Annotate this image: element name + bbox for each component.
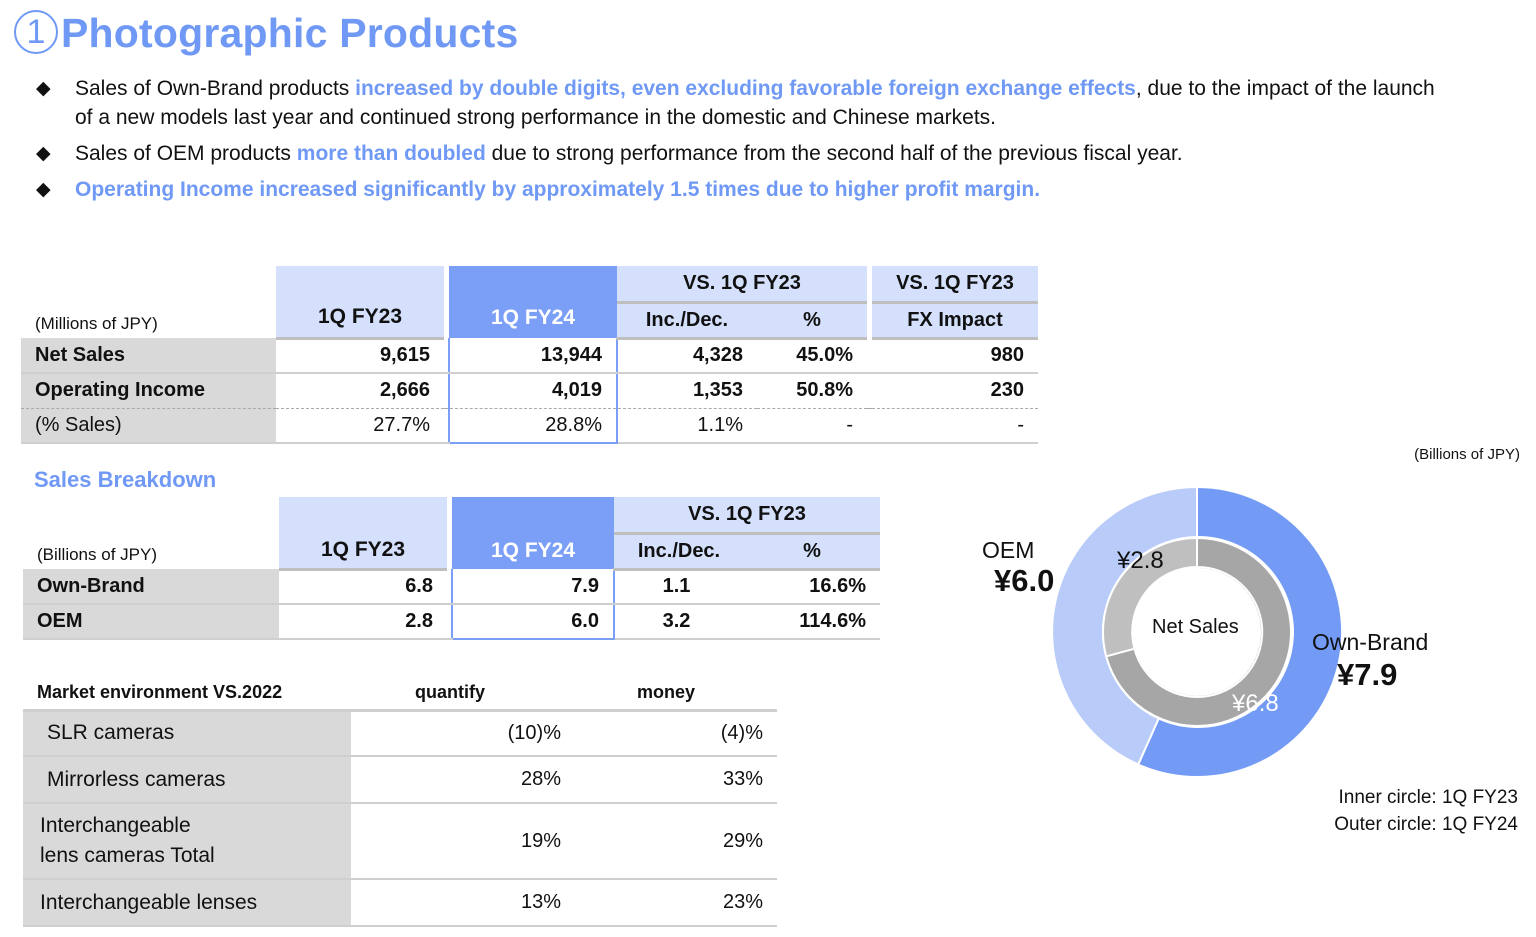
unit-label: (Billions of JPY) (37, 545, 157, 564)
inner-own-brand-value: ¥6.8 (1232, 690, 1279, 717)
inner-oem-value: ¥2.8 (1117, 547, 1164, 574)
own-brand-value: ¥7.9 (1337, 657, 1398, 692)
page-title: 1 Photographic Products (14, 10, 519, 57)
sales-breakdown-title: Sales Breakdown (34, 467, 217, 492)
donut-center-label: Net Sales (1152, 616, 1239, 638)
inner-oem-ring (1102, 536, 1198, 658)
col-header-money: money (563, 676, 777, 712)
net-sales-donut-chart (1052, 487, 1342, 777)
col-header-quantify: quantify (351, 676, 563, 712)
outer-own-brand-segment (1136, 487, 1342, 777)
table-row: Interchangeable lenses 13% 23% (23, 879, 777, 927)
col-header-pct: % (757, 302, 867, 340)
bullet-oem: ◆ Sales of OEM products more than doubled… (36, 139, 1436, 168)
col-header-fy24: 1Q FY24 (449, 266, 617, 338)
circled-number-badge: 1 (14, 10, 58, 54)
table-row: SLR cameras (10)% (4)% (23, 710, 777, 757)
chart-legend: Inner circle: 1Q FY23 Outer circle: 1Q F… (1334, 784, 1518, 838)
sales-breakdown-table: (Billions of JPY) 1Q FY23 1Q FY24 VS. 1Q… (23, 497, 880, 640)
table-row: (% Sales) 27.7% 28.8% 1.1% - - (21, 408, 1038, 444)
market-environment-table: Market environment VS.2022 quantify mone… (23, 676, 777, 927)
page-title-text: Photographic Products (61, 10, 519, 56)
row-label: OEM (23, 604, 279, 640)
table-row: Operating Income 2,666 4,019 1,353 50.8%… (21, 373, 1038, 409)
col-header-fy24: 1Q FY24 (452, 497, 614, 569)
group-header-vs: VS. 1Q FY23 (614, 497, 880, 535)
oem-value: ¥6.0 (994, 563, 1055, 598)
results-table: (Millions of JPY) 1Q FY23 1Q FY24 VS. 1Q… (21, 266, 1038, 444)
diamond-bullet-icon: ◆ (36, 143, 51, 164)
own-brand-label: Own-Brand (1312, 629, 1429, 655)
row-label: Net Sales (21, 338, 276, 374)
inner-own-brand-ring (1104, 536, 1292, 727)
group-header-fx: VS. 1Q FY23 (872, 266, 1038, 304)
bullet-own-brand: ◆ Sales of Own-Brand products increased b… (36, 74, 1436, 132)
summary-bullets: ◆ Sales of Own-Brand products increased b… (36, 74, 1436, 211)
bullet-operating-income: ◆ Operating Income increased significantl… (36, 175, 1436, 204)
col-header-pct: % (744, 533, 880, 571)
table-row: Mirrorless cameras 28% 33% (23, 756, 777, 804)
table-row: Own-Brand 6.8 7.9 1.1 16.6% (23, 569, 880, 605)
legend-inner-circle: Inner circle: 1Q FY23 (1338, 787, 1518, 808)
col-header-fy23: 1Q FY23 (276, 266, 444, 340)
market-header-label: Market environment VS.2022 (23, 676, 351, 712)
diamond-bullet-icon: ◆ (36, 78, 51, 99)
row-label: (% Sales) (21, 408, 276, 444)
legend-outer-circle: Outer circle: 1Q FY24 (1334, 814, 1518, 835)
row-label: Interchangeable lenses (23, 879, 351, 927)
row-label: Interchangeable lens cameras Total (23, 803, 351, 880)
row-label: SLR cameras (23, 710, 351, 757)
diamond-bullet-icon: ◆ (36, 179, 51, 200)
row-label: Mirrorless cameras (23, 756, 351, 804)
col-header-fx: FX Impact (872, 302, 1038, 340)
chart-unit-label: (Billions of JPY) (1414, 446, 1520, 463)
table-row: Net Sales 9,615 13,944 4,328 45.0% 980 (21, 338, 1038, 374)
table-row: OEM 2.8 6.0 3.2 114.6% (23, 604, 880, 640)
row-label: Operating Income (21, 373, 276, 409)
col-header-incdec: Inc./Dec. (614, 533, 744, 571)
unit-label: (Millions of JPY) (35, 314, 158, 333)
row-label: Own-Brand (23, 569, 279, 605)
col-header-fy23: 1Q FY23 (279, 497, 447, 571)
table-row: Interchangeable lens cameras Total 19% 2… (23, 803, 777, 880)
group-header-vs: VS. 1Q FY23 (617, 266, 867, 304)
col-header-incdec: Inc./Dec. (617, 302, 757, 340)
oem-label: OEM (982, 537, 1035, 563)
